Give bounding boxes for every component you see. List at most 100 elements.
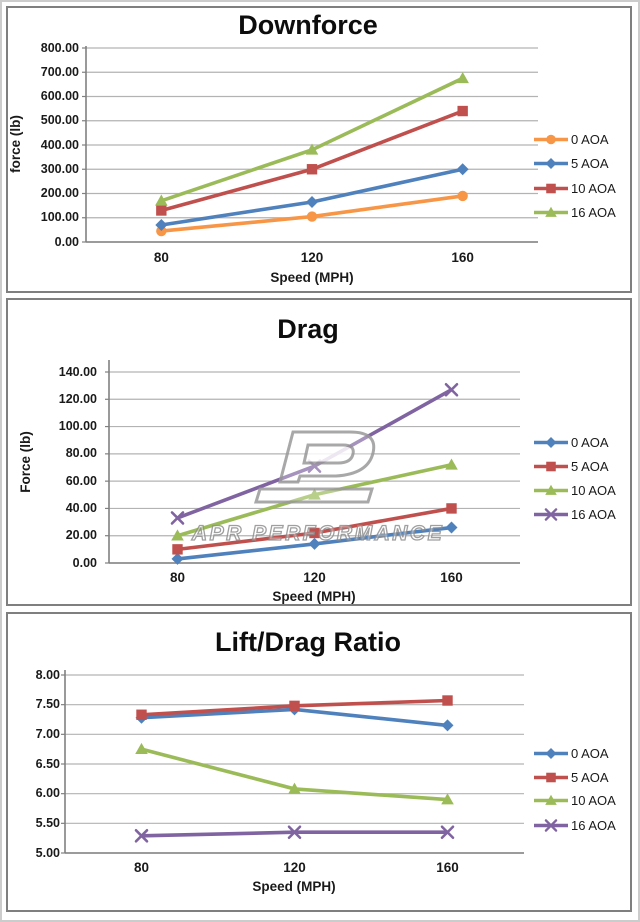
y-tick-label: 600.00 [40,89,79,103]
square-marker [442,695,453,706]
circle-marker [156,225,167,237]
square-marker [546,183,556,193]
y-tick-label: 80.00 [65,446,97,461]
diamond-marker [545,747,557,759]
legend-item-5-aoa: 5 AOA [534,155,609,171]
diamond-marker [545,157,557,169]
square-marker [446,503,457,514]
legend-item-16-aoa: 16 AOA [534,204,616,220]
triangle-marker [155,194,168,206]
legend-item-10-aoa: 10 AOA [534,180,616,196]
circle-marker [546,134,556,144]
x-tick-label: 80 [169,570,186,585]
legend-label: 5 AOA [571,458,609,474]
legend-item-0-aoa: 0 AOA [534,434,609,450]
legend-swatch [534,794,568,805]
diamond-marker [441,719,454,732]
y-tick-label: 700.00 [40,64,79,79]
chart-canvas [61,670,524,854]
legend-swatch [534,747,568,759]
y-tick-label: 100.00 [58,419,97,434]
square-marker [546,772,556,782]
legend-item-5-aoa: 5 AOA [534,458,609,474]
legend-label: 16 AOA [571,817,616,833]
x-tick-label: 80 [133,860,150,875]
y-tick-label: 5.50 [35,815,60,830]
legend-item-10-aoa: 10 AOA [534,482,616,498]
x-marker [170,511,185,525]
triangle-marker [305,143,319,155]
y-tick-label: 8.00 [35,667,60,682]
diamond-marker [456,163,469,176]
y-tick-label: 140.00 [58,364,97,379]
legend-swatch [534,461,568,471]
chart-title: Downforce [238,10,378,40]
triangle-marker [135,742,148,754]
y-tick-label: 0.00 [54,234,79,249]
legend-swatch [534,134,568,144]
triangle-marker [545,484,557,495]
square-marker [289,700,300,712]
chart-canvas [105,360,520,565]
y-tick-label: 5.00 [35,845,60,860]
legend-label: 16 AOA [571,204,616,220]
y-tick-label: 500.00 [40,113,79,128]
triangle-marker [445,458,458,470]
legend-swatch [534,484,568,495]
diamond-marker [171,552,184,565]
triangle-marker [171,529,184,541]
x-tick-label: 80 [153,250,169,265]
circle-marker [457,190,468,202]
legend-item-16-aoa: 16 AOA [534,506,616,522]
legend-label: 0 AOA [571,434,609,450]
y-tick-label: 60.00 [65,473,97,488]
square-marker [457,105,468,117]
y-tick-label: 6.00 [35,786,60,801]
x-marker [544,818,558,832]
square-marker [156,205,167,216]
x-marker [287,825,302,840]
legend-item-5-aoa: 5 AOA [534,769,609,785]
square-marker [306,164,318,175]
legend-item-0-aoa: 0 AOA [534,131,609,147]
y-tick-label: 6.50 [35,756,60,771]
triangle-marker [545,794,557,805]
x-marker [444,382,459,397]
x-axis-title: Speed (MPH) [272,589,356,604]
x-tick-label: 120 [283,860,306,875]
legend-label: 0 AOA [571,745,609,761]
legend-label: 0 AOA [571,131,609,147]
legend-label: 5 AOA [571,155,609,171]
x-tick-label: 160 [436,860,459,875]
x-axis-title: Speed (MPH) [252,879,336,894]
lift-drag-ratio-chart-panel: Lift/Drag Ratio Speed (MPH) 8.00 7.50 7.00… [6,612,632,912]
triangle-marker [441,793,454,805]
triangle-marker [288,782,301,794]
chart-title: Lift/Drag Ratio [215,627,401,657]
diamond-marker [306,195,318,208]
series-line-10-aoa [176,463,452,538]
chart-title: Drag [277,314,339,344]
y-tick-label: 7.00 [35,726,60,741]
x-marker [134,828,149,843]
x-axis-title: Speed (MPH) [270,270,354,285]
legend-label: 5 AOA [571,769,609,785]
diamond-marker [308,537,321,550]
legend-label: 16 AOA [571,506,616,522]
legend-swatch [534,436,568,448]
square-marker [136,709,147,720]
circle-marker [306,211,318,222]
y-tick-label: 40.00 [65,500,97,515]
legend-swatch [534,772,568,782]
y-tick-label: 20.00 [65,528,97,543]
legend-label: 10 AOA [571,482,616,498]
diamond-marker [545,436,557,448]
y-tick-label: 200.00 [40,186,79,200]
legend-swatch [534,818,568,832]
series-line-10-aoa [160,109,464,213]
triangle-marker [456,72,469,84]
legend-swatch [534,206,568,217]
diamond-marker [155,219,168,232]
square-marker [546,461,556,471]
chart-canvas [82,46,538,243]
